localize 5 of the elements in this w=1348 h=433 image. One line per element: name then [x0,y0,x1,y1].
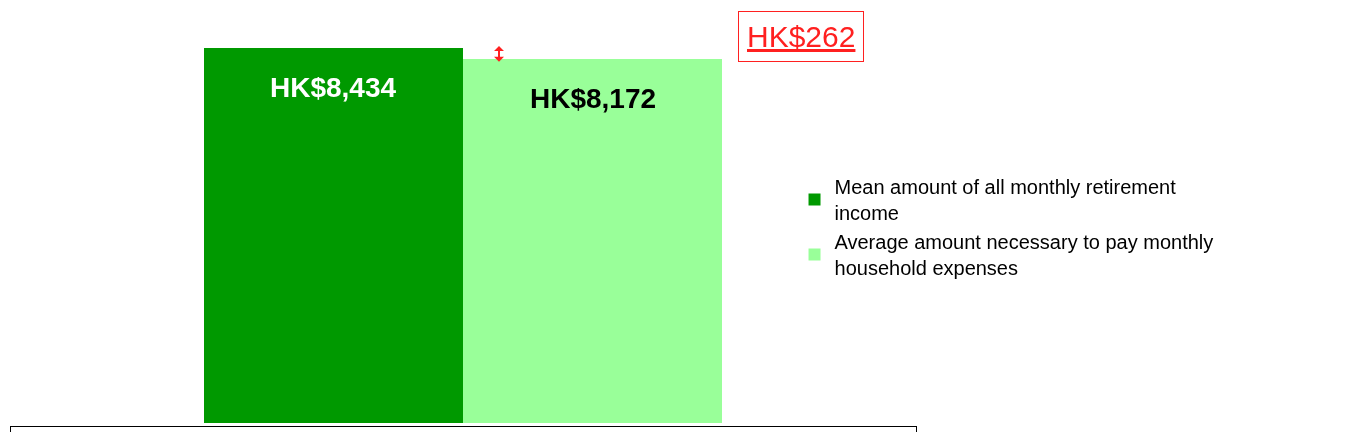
annotation: HK$262 [747,20,856,53]
data-label: HK$8,172 [530,83,657,114]
legend-label: Mean amount of all monthly retirement income [834,176,1177,225]
legend-label: Average amount necessary to pay monthly household expenses [834,231,1214,280]
data-label: HK$8,434 [270,72,397,103]
